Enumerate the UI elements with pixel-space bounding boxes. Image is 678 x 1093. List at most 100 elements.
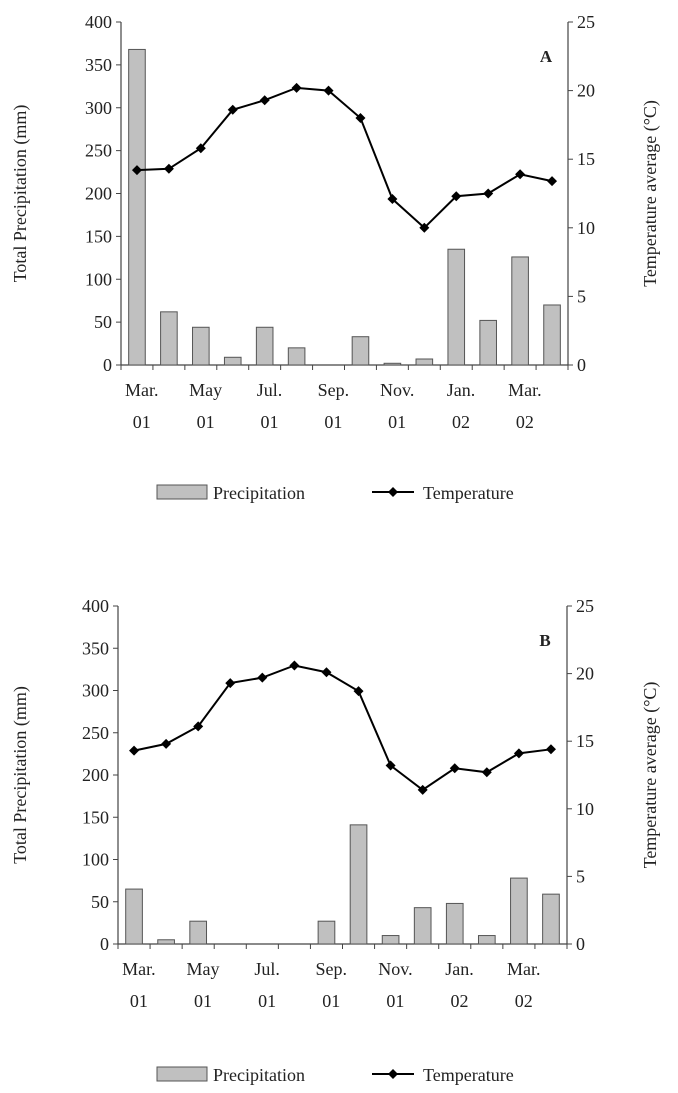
chart-a-precipitation-bar xyxy=(351,336,370,366)
chart-b-temperature-point xyxy=(545,744,556,755)
chart-b-right-tick-label: 20 xyxy=(576,664,594,684)
chart-a-precipitation-bar xyxy=(543,304,561,366)
chart-b-left-tick-label: 400 xyxy=(82,596,109,616)
chart-b-right-tick-label: 25 xyxy=(576,596,594,616)
chart-b-legend-precipitation-swatch xyxy=(156,1066,208,1082)
chart-a-temperature-point xyxy=(227,104,238,115)
chart-a-precipitation-bar xyxy=(192,326,210,366)
chart-a-x-tick-label-year: 01 xyxy=(133,412,151,432)
chart-a-left-tick-label: 400 xyxy=(85,12,112,32)
chart-a-temperature-point xyxy=(259,95,270,106)
chart-b-x-tick-label: Jan. xyxy=(445,959,474,979)
chart-a-precipitation-bar xyxy=(383,362,402,366)
chart-a-y-axis-title: Total Precipitation (mm) xyxy=(10,105,31,283)
chart-b-temperature-point xyxy=(481,767,492,778)
chart-a-x-tick-label-year: 01 xyxy=(388,412,406,432)
chart-a-precipitation-bar xyxy=(511,256,529,366)
chart-b-left-tick-label: 150 xyxy=(82,807,109,827)
chart-b-right-tick-label: 5 xyxy=(576,866,585,886)
chart-b-temperature-point xyxy=(161,738,172,749)
chart-b-left-tick-label: 300 xyxy=(82,681,109,701)
chart-a-panel-label: A xyxy=(540,47,553,66)
chart-a-precipitation-bar xyxy=(447,248,466,366)
chart-b-left-tick-label: 50 xyxy=(91,892,109,912)
chart-b-x-tick-label-year: 02 xyxy=(515,991,533,1011)
chart-b-precipitation-bar xyxy=(381,935,400,945)
chart-a-temperature-point xyxy=(291,82,302,93)
chart-b-x-tick-label: May xyxy=(186,959,219,979)
chart-b-precipitation-bar xyxy=(157,939,175,945)
chart-a-temperature-line xyxy=(136,86,553,230)
chart-a-left-tick-label: 250 xyxy=(85,141,112,161)
chart-b-left-tick-label: 200 xyxy=(82,765,109,785)
chart-a-precipitation-bar xyxy=(128,48,146,366)
chart-b-temperature-point xyxy=(353,686,364,697)
chart-b-x-tick-label-year: 01 xyxy=(386,991,404,1011)
chart-b-x-tick-label: Sep. xyxy=(316,959,348,979)
chart-b-precipitation-bar xyxy=(542,893,560,945)
chart-b-temperature-point xyxy=(417,784,428,795)
chart-a-legend-precipitation-label: Precipitation xyxy=(213,483,305,503)
chart-b-precipitation-bar xyxy=(477,935,496,945)
chart-a-right-tick-label: 15 xyxy=(577,149,595,169)
chart-b-temperature-point xyxy=(193,721,204,732)
chart-a-x-tick-label: Jul. xyxy=(257,380,283,400)
chart-b-legend-temperature-marker xyxy=(388,1069,398,1079)
chart-b-x-tick-label-year: 01 xyxy=(130,991,148,1011)
chart-b-temperature-point xyxy=(321,667,332,678)
chart-a-temperature-point xyxy=(483,188,494,199)
chart-b-left-tick-label: 0 xyxy=(100,934,109,954)
chart-b-left-tick-label: 100 xyxy=(82,850,109,870)
chart-a-legend-temperature-label: Temperature xyxy=(423,483,514,503)
chart-a-temperature-point xyxy=(195,143,206,154)
chart-b-right-tick-label: 10 xyxy=(576,799,594,819)
chart-a-precipitation-bar xyxy=(160,311,178,366)
chart-a-right-tick-label: 5 xyxy=(577,286,586,306)
chart-b-legend-precipitation-label: Precipitation xyxy=(213,1065,305,1085)
chart-b-temperature-point xyxy=(129,745,140,756)
chart-b-temperature-point xyxy=(449,763,460,774)
chart-b-left-tick-label: 350 xyxy=(82,638,109,658)
chart-b-x-tick-label-year: 02 xyxy=(451,991,469,1011)
chart-a-y2-axis-title: Temperature average (°C) xyxy=(640,100,661,287)
chart-a-x-tick-label-year: 02 xyxy=(452,412,470,432)
chart-a-x-tick-label-year: 02 xyxy=(516,412,534,432)
chart-a-legend-temperature-marker xyxy=(388,487,398,497)
chart-a-left-tick-label: 350 xyxy=(85,55,112,75)
chart-a-temperature-point xyxy=(387,193,398,204)
chart-a-x-tick-label: Mar. xyxy=(125,380,159,400)
chart-a-precipitation-bar xyxy=(415,358,434,366)
chart-a-left-tick-label: 300 xyxy=(85,98,112,118)
chart-b-temperature-line xyxy=(133,664,552,792)
chart-a-x-tick-label: Nov. xyxy=(380,380,414,400)
chart-a-left-tick-label: 150 xyxy=(85,226,112,246)
chart-b-precipitation-bar xyxy=(317,920,336,945)
chart-a-x-tick-label-year: 01 xyxy=(324,412,342,432)
chart-a-temperature-point xyxy=(323,85,334,96)
chart-a-x-tick-label: Sep. xyxy=(318,380,350,400)
chart-b-precipitation-bar xyxy=(189,920,208,945)
chart-b-precipitation-bar xyxy=(510,877,528,945)
chart-b-precipitation-bar xyxy=(413,907,432,945)
chart-a-x-tick-label: Mar. xyxy=(508,380,542,400)
chart-a-precipitation-bar xyxy=(255,326,274,366)
chart-a-temperature-point xyxy=(419,222,430,233)
chart-a-temperature-point xyxy=(163,163,174,174)
chart-panel-b: 0 50 100 150 200 250 300 350 400 0 5 10 15 20 25 Mar. 01… xyxy=(0,580,678,1088)
chart-b-precipitation-bar xyxy=(349,824,368,945)
chart-a-temperature-point xyxy=(131,165,142,176)
chart-b-right-tick-label: 0 xyxy=(576,934,585,954)
chart-a-precipitation-bar xyxy=(287,347,306,366)
chart-panel-a: 0 50 100 150 200 250 300 350 400 0 5 10 15 20 25 Mar. 01… xyxy=(0,0,678,540)
chart-b-left-tick-label: 250 xyxy=(82,723,109,743)
chart-b-right-tick-label: 15 xyxy=(576,731,594,751)
chart-a-temperature-point xyxy=(355,113,366,124)
chart-a-precipitation-bar xyxy=(479,319,497,366)
chart-b: 0 50 100 150 200 250 300 350 400 0 5 10 15 20 25 Mar. 01… xyxy=(10,596,661,1085)
chart-b-y-axis-title: Total Precipitation (mm) xyxy=(10,686,31,864)
chart-b-x-tick-label: Nov. xyxy=(378,959,412,979)
chart-b-legend-temperature-label: Temperature xyxy=(423,1065,514,1085)
chart-a-right-tick-label: 20 xyxy=(577,81,595,101)
chart-b-x-tick-label-year: 01 xyxy=(258,991,276,1011)
chart-b-temperature-point xyxy=(225,678,236,689)
